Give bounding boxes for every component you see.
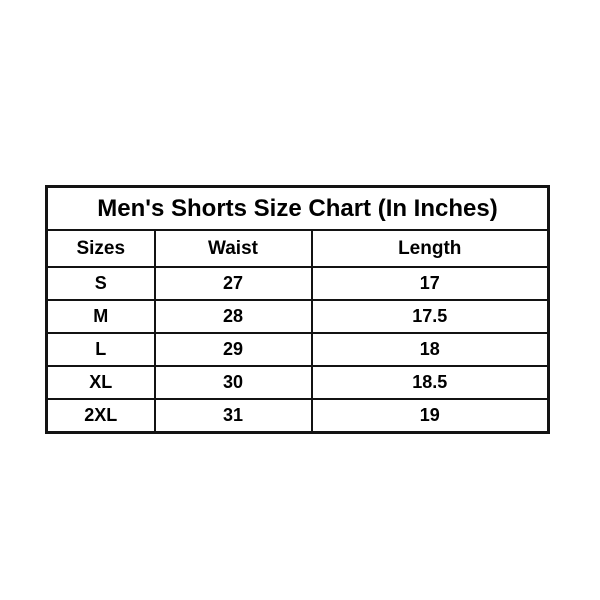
table-header-row: Sizes Waist Length: [45, 229, 550, 268]
table-row: XL 30 18.5: [45, 365, 550, 400]
table-row: L 29 18: [45, 332, 550, 367]
size-cell: L: [45, 332, 156, 367]
column-header-sizes: Sizes: [45, 229, 156, 268]
waist-cell: 31: [153, 398, 313, 434]
chart-title: Men's Shorts Size Chart (In Inches): [45, 185, 550, 231]
size-chart-table: Men's Shorts Size Chart (In Inches) Size…: [45, 185, 550, 434]
size-cell: M: [45, 299, 156, 334]
table-title-row: Men's Shorts Size Chart (In Inches): [45, 185, 550, 231]
length-cell: 18.5: [310, 365, 550, 400]
length-cell: 19: [310, 398, 550, 434]
size-cell: S: [45, 266, 156, 301]
waist-cell: 28: [153, 299, 313, 334]
length-cell: 17: [310, 266, 550, 301]
length-cell: 17.5: [310, 299, 550, 334]
table-row: S 27 17: [45, 266, 550, 301]
waist-cell: 27: [153, 266, 313, 301]
size-cell: XL: [45, 365, 156, 400]
length-cell: 18: [310, 332, 550, 367]
column-header-waist: Waist: [153, 229, 313, 268]
waist-cell: 30: [153, 365, 313, 400]
table-row: M 28 17.5: [45, 299, 550, 334]
column-header-length: Length: [310, 229, 550, 268]
waist-cell: 29: [153, 332, 313, 367]
size-cell: 2XL: [45, 398, 156, 434]
table-row: 2XL 31 19: [45, 398, 550, 434]
